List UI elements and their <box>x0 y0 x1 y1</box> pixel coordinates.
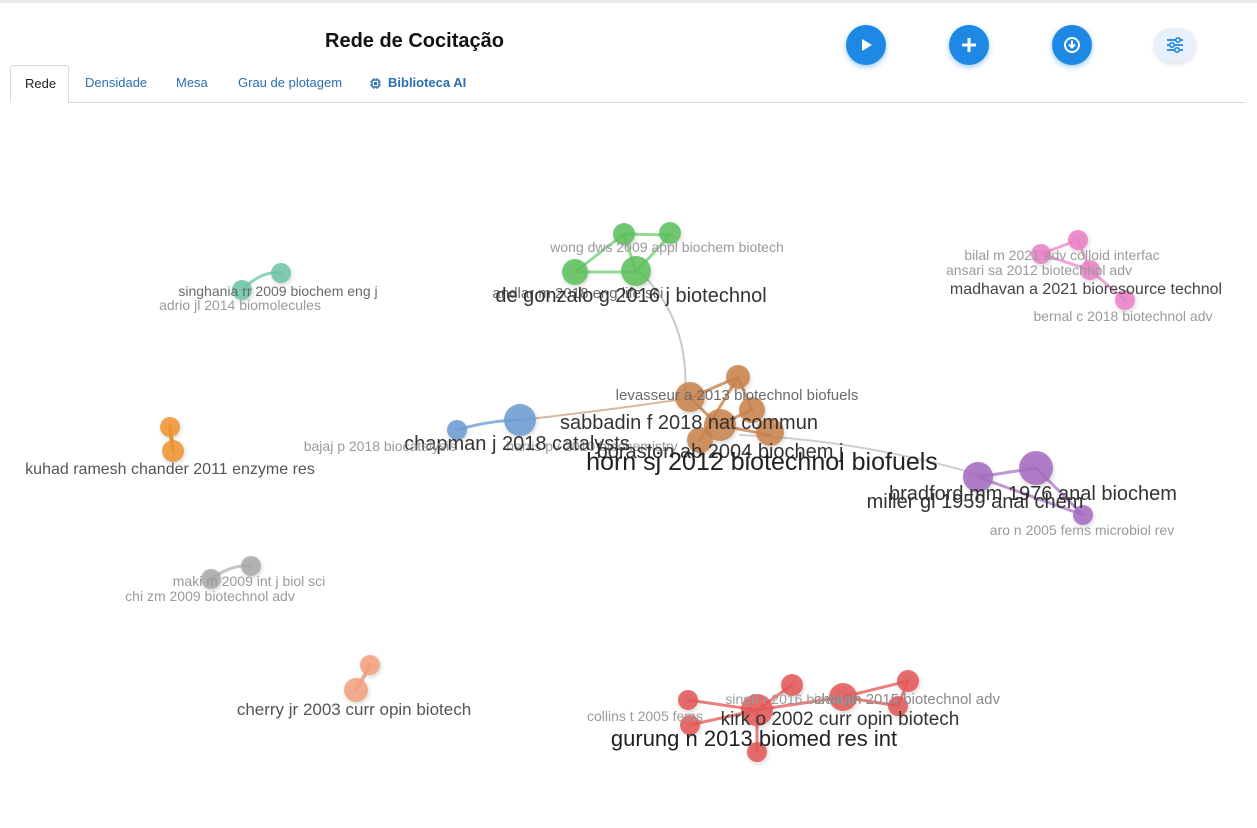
network-node[interactable] <box>232 280 252 300</box>
network-node[interactable] <box>360 655 380 675</box>
node-label[interactable]: de gonzalo g 2016 j biotechnol <box>495 285 766 307</box>
network-node[interactable] <box>1068 230 1088 250</box>
network-node[interactable] <box>726 365 750 389</box>
tab-label: Densidade <box>85 75 148 90</box>
download-icon <box>1064 37 1080 53</box>
node-label[interactable]: adrio jl 2014 biomolecules <box>159 297 321 313</box>
top-divider <box>0 0 1257 3</box>
tab-rede[interactable]: Rede <box>10 65 69 103</box>
settings-button[interactable] <box>1154 28 1196 62</box>
tab-biblioteca-ai[interactable]: Biblioteca AI <box>355 65 480 102</box>
download-button[interactable] <box>1052 25 1092 65</box>
play-button[interactable] <box>846 25 886 65</box>
node-label[interactable]: gurung n 2013 biomed res int <box>611 726 897 751</box>
node-label[interactable]: cherry jr 2003 curr opin biotech <box>237 700 471 719</box>
node-label[interactable]: levasseur a 2013 biotechnol biofuels <box>616 387 859 404</box>
node-label[interactable]: kirk o 2002 curr opin biotech <box>721 709 960 730</box>
network-node[interactable] <box>781 674 803 696</box>
node-label[interactable]: chapman j 2018 catalysts <box>404 433 630 455</box>
cocitation-network[interactable]: wong dws 2009 appl biochem biotech andla… <box>0 104 1257 828</box>
network-node[interactable] <box>747 742 767 762</box>
network-node[interactable] <box>675 382 705 412</box>
node-label[interactable]: singhania rr 2009 biochem eng j <box>178 283 377 299</box>
node-label[interactable]: miller gl 1959 anal chem <box>867 491 1084 513</box>
network-node[interactable] <box>897 670 919 692</box>
network-node[interactable] <box>344 678 368 702</box>
node-label[interactable]: bajaj p 2018 biocatalysis <box>304 438 457 454</box>
tab-grau-de-plotagem[interactable]: Grau de plotagem <box>224 65 356 102</box>
network-node[interactable] <box>162 440 184 462</box>
tab-label: Grau de plotagem <box>238 75 343 90</box>
network-node[interactable] <box>271 263 291 283</box>
node-label[interactable]: aro n 2005 fems microbiol rev <box>990 522 1174 538</box>
tab-label: Biblioteca AI <box>388 75 467 90</box>
network-node[interactable] <box>201 569 221 589</box>
tab-mesa[interactable]: Mesa <box>162 65 222 102</box>
node-label[interactable]: horn sj 2012 biotechnol biofuels <box>586 448 938 476</box>
node-label[interactable]: kuhad ramesh chander 2011 enzyme res <box>25 461 315 478</box>
network-node[interactable] <box>739 397 765 423</box>
node-label[interactable]: wong dws 2009 appl biochem biotech <box>549 239 784 255</box>
network-edge <box>519 397 691 421</box>
node-label[interactable]: madhavan a 2021 bioresource technol <box>950 281 1222 298</box>
network-node[interactable] <box>687 427 713 453</box>
chip-icon <box>370 78 381 90</box>
node-label[interactable]: boraston ab 2004 biochem j <box>597 441 844 463</box>
network-node[interactable] <box>562 259 588 285</box>
network-node[interactable] <box>963 462 993 492</box>
network-node[interactable] <box>613 223 635 245</box>
network-node[interactable] <box>1031 244 1051 264</box>
node-label[interactable]: ansari sa 2012 biotechnol adv <box>946 262 1132 278</box>
network-node[interactable] <box>1073 505 1093 525</box>
node-label[interactable]: chi zm 2009 biotechnol adv <box>125 588 295 604</box>
play-icon <box>862 39 872 51</box>
network-node[interactable] <box>447 420 467 440</box>
network-node[interactable] <box>1080 260 1100 280</box>
network-node[interactable] <box>659 222 681 244</box>
network-node[interactable] <box>678 690 698 710</box>
tab-bar: Rede Densidade Mesa Grau de plotagem Bib… <box>10 65 1245 103</box>
network-node[interactable] <box>1019 451 1053 485</box>
tab-label: Rede <box>25 76 57 91</box>
node-label[interactable]: bradford mm 1976 anal biochem <box>889 483 1177 505</box>
plus-icon <box>962 38 976 52</box>
network-node[interactable] <box>680 715 700 735</box>
tab-label: Mesa <box>176 75 208 90</box>
network-node[interactable] <box>829 683 857 711</box>
network-node[interactable] <box>741 694 773 726</box>
node-label[interactable]: choi jm 2015 biotechnol adv <box>814 691 1000 708</box>
node-label[interactable]: harris pv 2010 biochemistry <box>506 438 677 454</box>
node-label[interactable]: sabbadin f 2018 nat commun <box>560 412 818 434</box>
network-nodes <box>160 222 1135 762</box>
page-title: Rede de Cocitação <box>325 30 504 52</box>
tab-densidade[interactable]: Densidade <box>71 65 161 102</box>
network-node[interactable] <box>756 418 784 446</box>
add-button[interactable] <box>949 25 989 65</box>
network-node[interactable] <box>241 556 261 576</box>
node-label[interactable]: collins t 2005 fems <box>587 708 703 724</box>
network-node[interactable] <box>1115 290 1135 310</box>
network-labels: wong dws 2009 appl biochem biotech andla… <box>25 239 1222 751</box>
node-label[interactable]: bernal c 2018 biotechnol adv <box>1033 308 1212 324</box>
network-node[interactable] <box>888 696 908 716</box>
node-label[interactable]: bilal m 2021 adv colloid interfac <box>964 247 1159 263</box>
network-node[interactable] <box>704 409 736 441</box>
network-node[interactable] <box>504 404 536 436</box>
sliders-icon <box>1167 36 1183 54</box>
node-label[interactable]: singh r 2016 biocatal <box>725 691 854 707</box>
node-label[interactable]: andlar m 2018 eng life sci <box>493 285 664 302</box>
network-edge <box>639 271 687 396</box>
node-label[interactable]: maki m 2009 int j biol sci <box>173 573 326 589</box>
network-node[interactable] <box>160 417 180 437</box>
network-node[interactable] <box>621 256 651 286</box>
